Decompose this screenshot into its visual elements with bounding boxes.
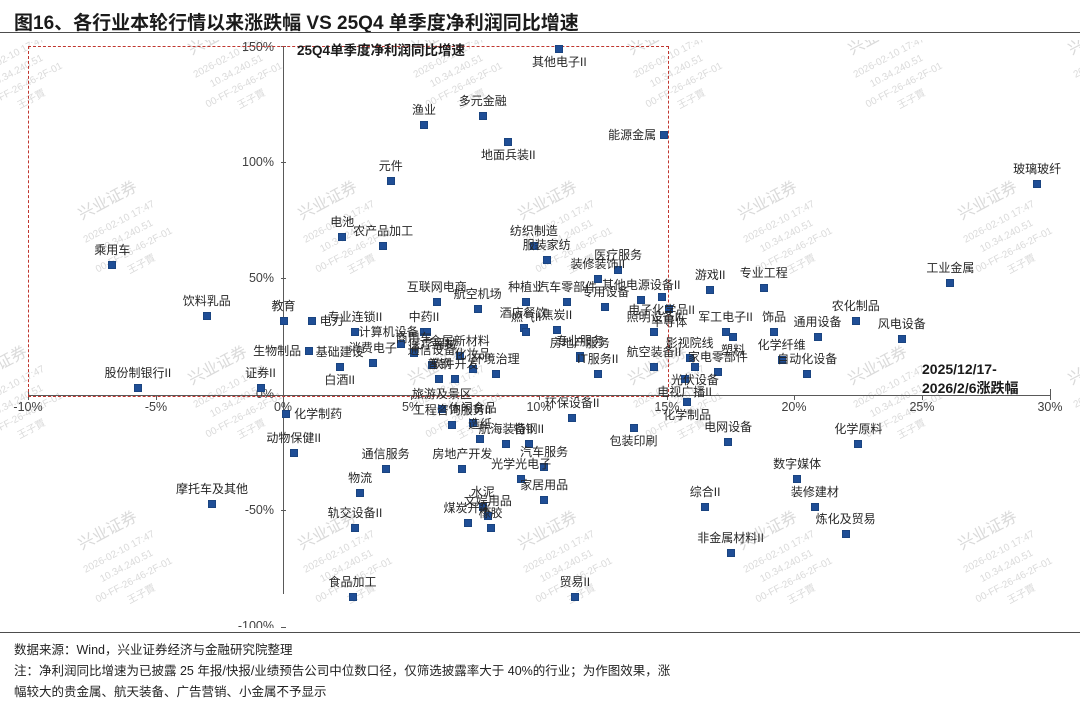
svg-text:兴业证券: 兴业证券 — [1065, 40, 1080, 59]
